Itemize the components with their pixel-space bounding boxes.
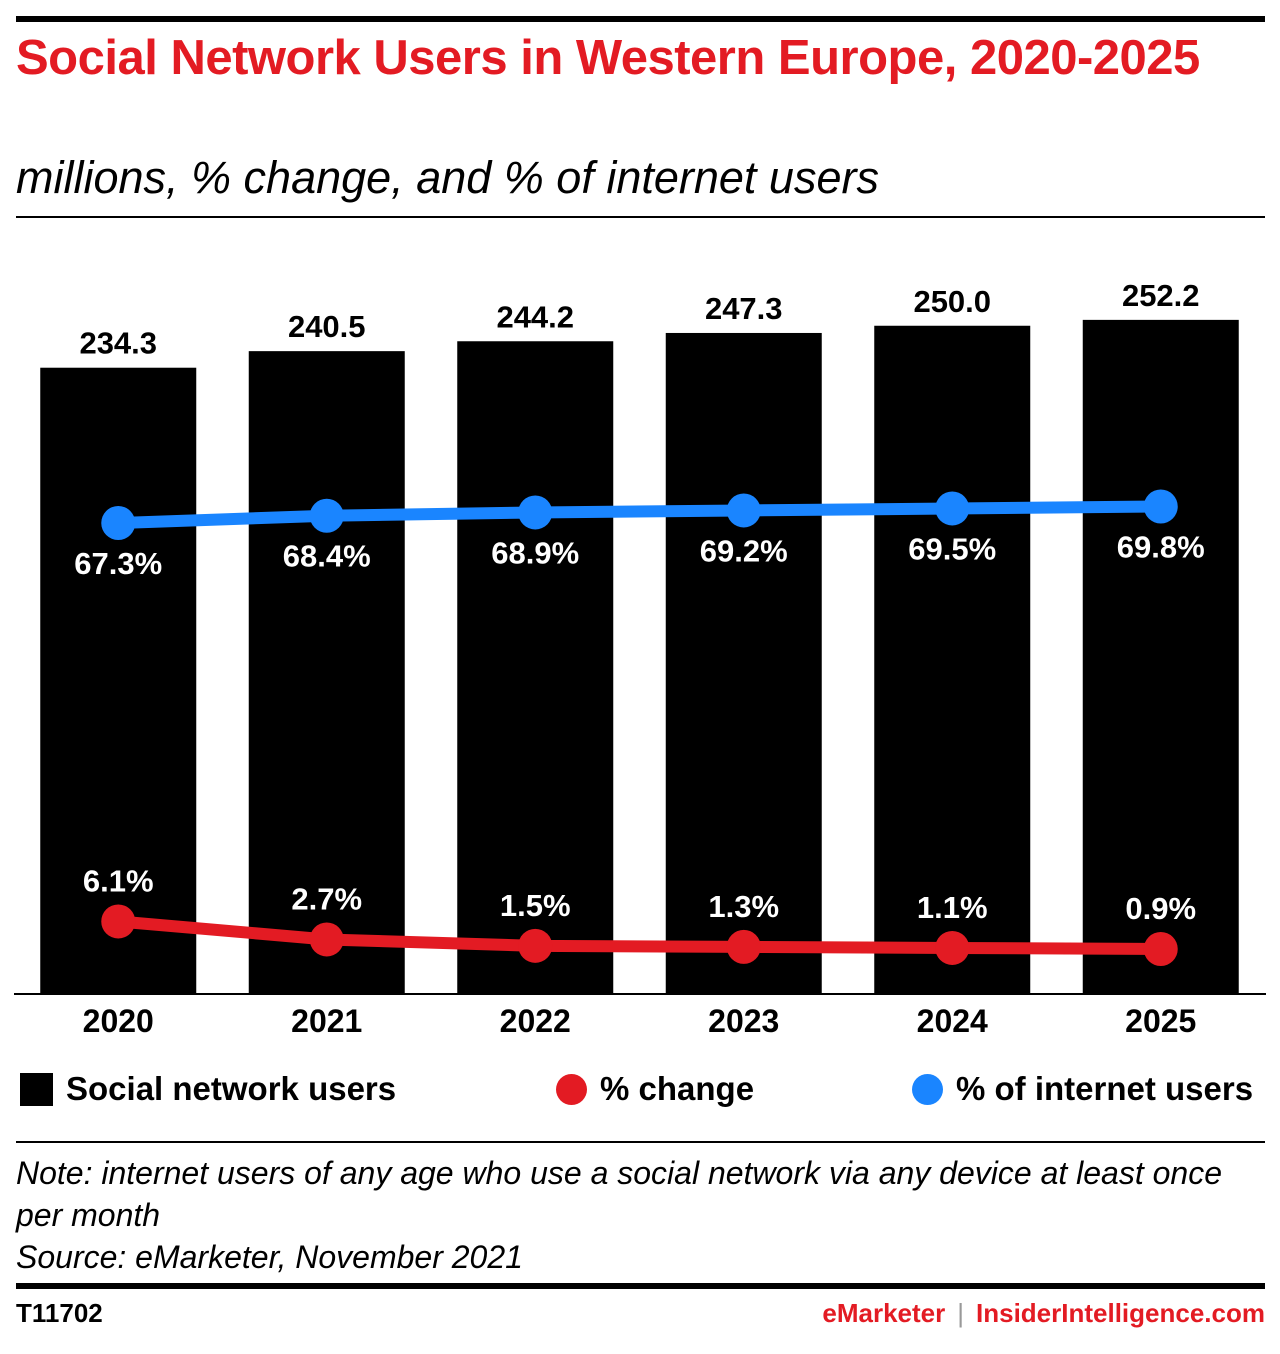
bar-value-label-2024: 250.0 xyxy=(913,284,991,319)
percent-change-point-2022 xyxy=(518,928,553,963)
bar-2022 xyxy=(457,341,614,994)
percent-change-label-2023: 1.3% xyxy=(708,889,779,924)
internet-users-label-2025: 69.8% xyxy=(1117,530,1205,565)
legend-label-bars: Social network users xyxy=(66,1070,397,1107)
chart-id: T11702 xyxy=(16,1298,103,1328)
bar-value-label-2022: 244.2 xyxy=(496,299,574,334)
bar-2021 xyxy=(248,351,405,994)
percent-change-point-2020 xyxy=(101,904,136,939)
brand-emarketer: eMarketer xyxy=(822,1298,946,1328)
percent-change-line xyxy=(117,915,1161,955)
internet-users-label-2023: 69.2% xyxy=(700,533,788,568)
x-tick-label-2024: 2024 xyxy=(917,1003,988,1039)
brand-separator: | xyxy=(957,1298,965,1328)
percent-change-label-2024: 1.1% xyxy=(917,890,988,925)
legend-item-percent-internet-users: % of internet users xyxy=(912,1068,1253,1110)
bar-2024 xyxy=(874,325,1031,994)
percent-change-point-2024 xyxy=(935,930,970,965)
internet-users-label-2021: 68.4% xyxy=(283,539,371,574)
internet-users-point-2023 xyxy=(726,493,761,528)
percent-change-label-2022: 1.5% xyxy=(500,888,571,923)
internet-users-label-2024: 69.5% xyxy=(908,531,996,566)
x-tick-label-2022: 2022 xyxy=(500,1003,571,1039)
percent-change-point-2023 xyxy=(726,929,761,964)
percent-change-label-2025: 0.9% xyxy=(1125,891,1196,926)
internet-users-label-2022: 68.9% xyxy=(491,535,579,570)
bar-2020 xyxy=(40,367,197,995)
percent-change-point-2021 xyxy=(309,922,344,957)
legend-swatch-bars xyxy=(20,1072,53,1106)
internet-users-point-2022 xyxy=(518,495,553,530)
x-axis-ticks: 2020 2021 2022 2023 2024 2025 xyxy=(83,1003,1197,1039)
legend-item-social-network-users: Social network users xyxy=(20,1068,396,1110)
change-line-layer: 6.1% 2.7% 1.5% 1.3% 1.1% 0.9% xyxy=(83,863,1196,966)
internet-users-point-2025 xyxy=(1143,489,1178,524)
bar-value-label-2023: 247.3 xyxy=(705,291,783,326)
legend-label-change: % change xyxy=(600,1070,755,1107)
legend-swatch-internet xyxy=(912,1073,943,1105)
x-tick-label-2020: 2020 xyxy=(83,1003,154,1039)
bar-value-label-2020: 234.3 xyxy=(79,326,157,361)
x-tick-label-2025: 2025 xyxy=(1125,1003,1196,1039)
legend-label-internet: % of internet users xyxy=(956,1070,1254,1107)
notes-divider xyxy=(16,1141,1265,1143)
footer-brand: eMarketer | InsiderIntelligence.com xyxy=(822,1298,1265,1329)
x-tick-label-2021: 2021 xyxy=(291,1003,362,1039)
internet-users-point-2021 xyxy=(309,498,344,533)
internet-users-label-2020: 67.3% xyxy=(74,546,162,581)
legend-swatch-change xyxy=(556,1073,587,1105)
bar-2023 xyxy=(665,332,822,994)
internet-line-layer: 67.3% 68.4% 68.9% 69.2% 69.5% 69.8% xyxy=(74,489,1205,581)
internet-users-line xyxy=(118,500,1161,529)
notes: Note: internet users of any age who use … xyxy=(16,1152,1261,1278)
note-text: Note: internet users of any age who use … xyxy=(16,1155,1223,1233)
bar-value-label-2021: 240.5 xyxy=(288,309,366,344)
legend-item-percent-change: % change xyxy=(556,1068,754,1110)
bars-layer: 234.3 240.5 244.2 247.3 250.0 252.2 xyxy=(40,278,1239,995)
top-rule xyxy=(16,16,1265,22)
chart-subtitle: millions, % change, and % of internet us… xyxy=(16,152,879,203)
bar-2025 xyxy=(1082,319,1239,994)
chart-title: Social Network Users in Western Europe, … xyxy=(16,31,1200,85)
percent-change-label-2021: 2.7% xyxy=(291,881,362,916)
header-divider xyxy=(16,216,1265,218)
percent-change-label-2020: 6.1% xyxy=(83,863,154,898)
x-tick-label-2023: 2023 xyxy=(708,1003,779,1039)
footer-rule xyxy=(16,1283,1265,1289)
source-text: Source: eMarketer, November 2021 xyxy=(16,1239,523,1275)
internet-users-point-2020 xyxy=(101,506,136,540)
brand-site: InsiderIntelligence.com xyxy=(976,1298,1265,1328)
chart: 234.3 240.5 244.2 247.3 250.0 252.2 67.3% 68.4… xyxy=(14,278,1266,1039)
internet-users-point-2024 xyxy=(935,491,970,526)
bar-value-label-2025: 252.2 xyxy=(1122,278,1200,313)
percent-change-point-2025 xyxy=(1143,932,1178,966)
